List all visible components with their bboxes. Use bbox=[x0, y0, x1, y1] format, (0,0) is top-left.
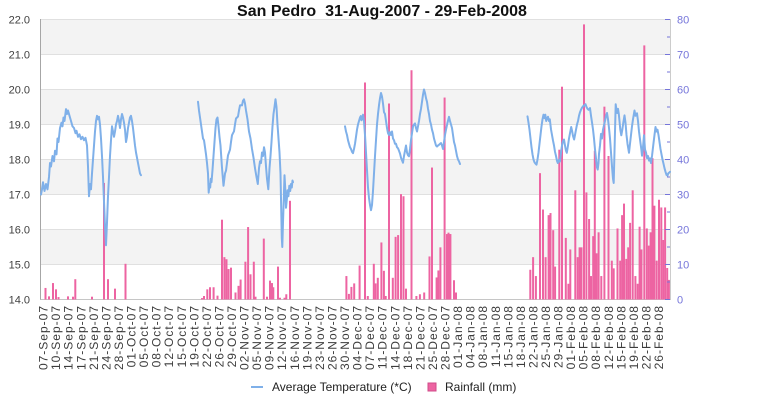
svg-text:18-Jan-08: 18-Jan-08 bbox=[514, 305, 528, 368]
svg-text:12-Nov-07: 12-Nov-07 bbox=[275, 305, 289, 370]
svg-text:San Pedro 31-Aug-2007 - 29-Fe: San Pedro 31-Aug-2007 - 29-Feb-2008 bbox=[237, 3, 527, 20]
svg-text:16-Nov-07: 16-Nov-07 bbox=[288, 305, 302, 370]
svg-text:22-Jan-08: 22-Jan-08 bbox=[526, 305, 540, 368]
svg-text:14-Sep-07: 14-Sep-07 bbox=[62, 305, 76, 370]
svg-text:05-Nov-07: 05-Nov-07 bbox=[250, 305, 264, 370]
svg-text:10: 10 bbox=[677, 260, 689, 272]
svg-text:0: 0 bbox=[677, 295, 683, 307]
svg-text:28-Sep-07: 28-Sep-07 bbox=[112, 305, 126, 370]
svg-text:20.0: 20.0 bbox=[9, 85, 30, 97]
svg-text:07-Dec-07: 07-Dec-07 bbox=[363, 305, 377, 370]
svg-text:01-Feb-08: 01-Feb-08 bbox=[564, 305, 578, 369]
svg-text:01-Oct-07: 01-Oct-07 bbox=[124, 305, 138, 367]
svg-text:30-Nov-07: 30-Nov-07 bbox=[338, 305, 352, 370]
svg-text:19-Feb-08: 19-Feb-08 bbox=[627, 305, 641, 369]
svg-text:17.0: 17.0 bbox=[9, 190, 30, 202]
svg-text:19-Nov-07: 19-Nov-07 bbox=[300, 305, 314, 370]
svg-text:19-Oct-07: 19-Oct-07 bbox=[187, 305, 201, 367]
svg-text:14-Dec-07: 14-Dec-07 bbox=[388, 305, 402, 370]
svg-text:30: 30 bbox=[677, 190, 689, 202]
svg-text:11-Dec-07: 11-Dec-07 bbox=[376, 305, 390, 369]
svg-text:04-Dec-07: 04-Dec-07 bbox=[351, 305, 365, 370]
svg-text:11-Jan-08: 11-Jan-08 bbox=[489, 305, 503, 367]
svg-text:14.0: 14.0 bbox=[9, 295, 30, 307]
svg-text:21-Dec-07: 21-Dec-07 bbox=[413, 305, 427, 370]
svg-text:25-Dec-07: 25-Dec-07 bbox=[426, 305, 440, 370]
svg-text:22-Oct-07: 22-Oct-07 bbox=[200, 305, 214, 367]
svg-text:04-Jan-08: 04-Jan-08 bbox=[464, 305, 478, 368]
svg-text:17-Sep-07: 17-Sep-07 bbox=[74, 305, 88, 370]
svg-text:26-Oct-07: 26-Oct-07 bbox=[212, 305, 226, 367]
svg-text:70: 70 bbox=[677, 50, 689, 62]
svg-text:29-Oct-07: 29-Oct-07 bbox=[225, 305, 239, 367]
svg-text:22-Feb-08: 22-Feb-08 bbox=[639, 305, 653, 369]
svg-text:60: 60 bbox=[677, 85, 689, 97]
svg-text:01-Jan-08: 01-Jan-08 bbox=[451, 305, 465, 368]
svg-text:05-Feb-08: 05-Feb-08 bbox=[577, 305, 591, 369]
svg-text:Average Temperature (*C): Average Temperature (*C) bbox=[272, 380, 412, 394]
svg-text:40: 40 bbox=[677, 155, 689, 167]
svg-text:18-Dec-07: 18-Dec-07 bbox=[401, 305, 415, 370]
svg-text:12-Oct-07: 12-Oct-07 bbox=[162, 305, 176, 367]
svg-text:29-Jan-08: 29-Jan-08 bbox=[552, 305, 566, 368]
svg-text:10-Sep-07: 10-Sep-07 bbox=[49, 305, 63, 370]
svg-text:19.0: 19.0 bbox=[9, 120, 30, 132]
svg-text:09-Nov-07: 09-Nov-07 bbox=[263, 305, 277, 370]
svg-text:07-Sep-07: 07-Sep-07 bbox=[37, 305, 51, 370]
svg-text:16.0: 16.0 bbox=[9, 225, 30, 237]
svg-text:08-Feb-08: 08-Feb-08 bbox=[589, 305, 603, 369]
svg-text:26-Feb-08: 26-Feb-08 bbox=[652, 305, 666, 369]
svg-text:15-Oct-07: 15-Oct-07 bbox=[175, 305, 189, 367]
svg-text:21-Sep-07: 21-Sep-07 bbox=[87, 305, 101, 370]
svg-text:26-Nov-07: 26-Nov-07 bbox=[325, 305, 339, 370]
svg-text:02-Nov-07: 02-Nov-07 bbox=[238, 305, 252, 370]
svg-text:08-Oct-07: 08-Oct-07 bbox=[150, 305, 164, 367]
svg-text:24-Sep-07: 24-Sep-07 bbox=[99, 305, 113, 370]
svg-text:05-Oct-07: 05-Oct-07 bbox=[137, 305, 151, 367]
svg-text:21.0: 21.0 bbox=[9, 50, 30, 62]
svg-text:20: 20 bbox=[677, 225, 689, 237]
svg-text:50: 50 bbox=[677, 120, 689, 132]
svg-text:12-Feb-08: 12-Feb-08 bbox=[602, 305, 616, 369]
svg-text:15-Jan-08: 15-Jan-08 bbox=[501, 305, 515, 368]
svg-text:23-Nov-07: 23-Nov-07 bbox=[313, 305, 327, 370]
svg-text:08-Jan-08: 08-Jan-08 bbox=[476, 305, 490, 368]
svg-text:25-Jan-08: 25-Jan-08 bbox=[539, 305, 553, 368]
svg-text:15-Feb-08: 15-Feb-08 bbox=[614, 305, 628, 369]
svg-text:Rainfall (mm): Rainfall (mm) bbox=[445, 380, 516, 394]
svg-text:22.0: 22.0 bbox=[9, 15, 30, 27]
svg-text:15.0: 15.0 bbox=[9, 260, 30, 272]
svg-text:18.0: 18.0 bbox=[9, 155, 30, 167]
svg-text:80: 80 bbox=[677, 15, 689, 27]
svg-text:28-Dec-07: 28-Dec-07 bbox=[438, 305, 452, 370]
